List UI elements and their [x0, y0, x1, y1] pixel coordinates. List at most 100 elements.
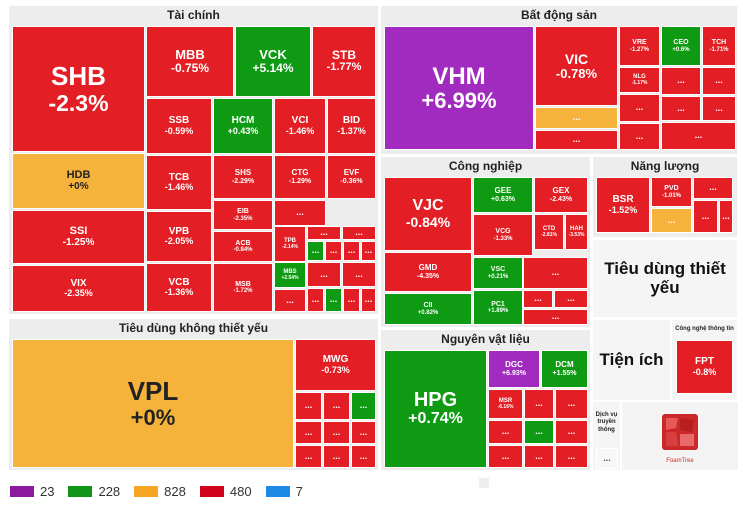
more-tile[interactable]: ... [488, 420, 523, 444]
stock-tile[interactable]: STB -1.77% [312, 26, 376, 97]
stock-tile[interactable]: VPL +0% [12, 339, 294, 468]
legend-item-blue[interactable]: 7 [265, 484, 303, 499]
legend-item-purple[interactable]: 23 [10, 484, 54, 499]
more-tile[interactable]: ... [307, 241, 324, 261]
more-tile[interactable]: ... [342, 262, 376, 287]
more-tile[interactable]: ... [661, 122, 736, 150]
stock-tile[interactable]: EIB -2.35% [213, 200, 273, 230]
more-tile[interactable]: ... [523, 290, 553, 308]
more-tile[interactable]: ... [555, 420, 588, 444]
more-tile[interactable]: ... [325, 241, 342, 261]
stock-tile[interactable]: VCG -1.33% [473, 214, 533, 256]
stock-tile[interactable]: MBB -0.75% [146, 26, 234, 97]
stock-tile[interactable]: VPB -2.05% [146, 211, 212, 262]
stock-tile[interactable]: DGC +6.93% [488, 350, 540, 388]
stock-tile[interactable]: GEE +0.63% [473, 177, 533, 213]
stock-tile[interactable]: SHS -2.29% [213, 155, 273, 199]
more-tile[interactable]: ... [488, 445, 523, 468]
more-tile[interactable]: ... [307, 288, 324, 312]
more-tile[interactable]: ... [343, 241, 360, 261]
stock-tile[interactable]: DCM +1.55% [541, 350, 588, 388]
stock-tile[interactable]: CII +0.82% [384, 293, 472, 325]
stock-tile[interactable]: GMD -4.35% [384, 252, 472, 292]
more-tile[interactable]: ... [524, 389, 554, 419]
more-tile[interactable]: ... [323, 445, 350, 468]
stock-tile[interactable]: VSC +0.21% [473, 257, 523, 289]
stock-tile[interactable]: CTD -2.81% [534, 214, 564, 250]
stock-tile[interactable]: MSB -1.72% [213, 263, 273, 312]
stock-tile[interactable]: VCI -1.46% [274, 98, 326, 154]
more-tile[interactable]: ... [719, 200, 733, 233]
stock-tile[interactable]: SSB -0.59% [146, 98, 212, 154]
stock-tile[interactable]: TCB -1.46% [146, 155, 212, 210]
more-tile[interactable]: ... [702, 96, 736, 121]
more-tile[interactable]: ... [693, 177, 733, 199]
more-tile[interactable]: ... [361, 288, 376, 312]
stock-tile[interactable]: VHM +6.99% [384, 26, 534, 150]
more-tile[interactable]: ... [323, 421, 350, 444]
stock-tile[interactable]: ACB -0.84% [213, 231, 273, 262]
stock-tile[interactable]: BSR -1.52% [596, 177, 650, 233]
more-tile[interactable]: ... [523, 257, 588, 289]
stock-tile[interactable]: BID -1.37% [327, 98, 376, 154]
more-tile[interactable]: ... [325, 288, 342, 312]
scroll-handle[interactable] [479, 478, 489, 488]
stock-tile[interactable]: NLG -1.17% [619, 67, 660, 93]
more-tile[interactable]: ... [555, 445, 588, 468]
stock-tile[interactable]: SHB -2.3% [12, 26, 145, 152]
sector-panel[interactable]: Tiêu dùng thiết yếu [593, 240, 737, 317]
more-tile[interactable]: ... [342, 226, 376, 240]
stock-tile[interactable]: HPG +0.74% [384, 350, 487, 468]
more-tile[interactable]: ... [274, 289, 306, 312]
stock-tile[interactable]: VJC -0.84% [384, 177, 472, 251]
more-tile[interactable]: ... [307, 226, 341, 240]
stock-tile[interactable]: HCM +0.43% [213, 98, 273, 154]
more-tile[interactable]: ... [535, 107, 618, 129]
more-tile[interactable]: ... [524, 445, 554, 468]
stock-tile[interactable]: CEO +0.6% [661, 26, 701, 66]
stock-tile[interactable]: GEX -2.43% [534, 177, 588, 213]
more-tile[interactable]: ... [323, 392, 350, 420]
legend-item-red[interactable]: 480 [199, 484, 252, 499]
stock-tile[interactable]: TCH -1.71% [702, 26, 736, 66]
legend-item-yellow[interactable]: 828 [134, 484, 186, 499]
stock-tile[interactable]: MSR -6.16% [488, 389, 523, 419]
stock-tile[interactable]: VIX -2.35% [12, 265, 145, 312]
more-tile[interactable]: ... [524, 420, 554, 444]
more-tile[interactable]: ... [351, 421, 376, 444]
stock-tile[interactable]: MBS +2.54% [274, 262, 306, 288]
more-tile[interactable]: ... [554, 290, 588, 308]
more-tile[interactable]: ... [343, 288, 360, 312]
more-tile[interactable]: ... [307, 262, 341, 287]
more-tile[interactable]: ... [702, 67, 736, 95]
stock-tile[interactable]: VIC -0.78% [535, 26, 618, 106]
stock-tile[interactable]: EVF -0.36% [327, 155, 376, 199]
stock-tile[interactable]: SSI -1.25% [12, 210, 145, 264]
more-tile[interactable]: ... [661, 67, 701, 95]
stock-tile[interactable]: VCB -1.36% [146, 263, 212, 312]
legend-item-green[interactable]: 228 [68, 484, 120, 499]
stock-tile[interactable]: FPT -0.8% [676, 340, 733, 394]
stock-tile[interactable]: PC1 +1.89% [473, 290, 523, 325]
stock-tile[interactable]: PVD -1.01% [651, 177, 692, 207]
more-tile[interactable]: ... [535, 130, 618, 150]
more-tile[interactable]: ... [361, 241, 376, 261]
more-tile[interactable]: ... [651, 208, 692, 233]
stock-tile[interactable]: MWG -0.73% [295, 339, 376, 391]
more-tile[interactable]: ... [619, 123, 660, 150]
more-tile[interactable]: ... [274, 200, 326, 226]
more-tile[interactable]: ... [596, 448, 618, 469]
more-tile[interactable]: ... [555, 389, 588, 419]
more-tile[interactable]: ... [295, 445, 322, 468]
sector-panel[interactable]: Tiện ích [593, 320, 670, 400]
stock-tile[interactable]: VRE -1.27% [619, 26, 660, 66]
stock-tile[interactable]: VCK +5.14% [235, 26, 311, 97]
more-tile[interactable]: ... [295, 392, 322, 420]
more-tile[interactable]: ... [619, 94, 660, 122]
more-tile[interactable]: ... [661, 96, 701, 121]
more-tile[interactable]: ... [351, 445, 376, 468]
stock-tile[interactable]: HAH -3.53% [565, 214, 588, 250]
more-tile[interactable]: ... [523, 309, 588, 325]
more-tile[interactable]: ... [351, 392, 376, 420]
more-tile[interactable]: ... [295, 421, 322, 444]
